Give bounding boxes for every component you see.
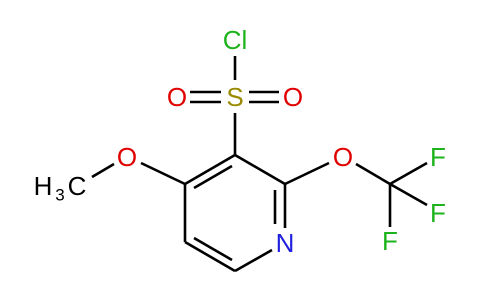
bond [140,161,186,186]
atom-subscript: 3 [55,186,64,205]
bonds [91,56,428,273]
atom-label: F [430,142,446,172]
bond [184,240,236,273]
atom-label: Cl [223,25,248,55]
atom-label: S [226,82,243,112]
atom-label: O [117,142,137,172]
bond [91,162,115,179]
atom-label: O [333,142,353,172]
bond [284,161,330,186]
bond [389,182,428,207]
atom-label: C [68,171,87,201]
atom-label: F [430,198,446,228]
atom-label: F [382,226,398,256]
bond [184,153,236,186]
bond [234,248,273,273]
atom-label: O [283,82,303,112]
bond [193,164,233,190]
bond [193,236,233,262]
atom-label: O [167,82,187,112]
methyl-label: H 3 C [34,171,87,205]
bond [389,161,428,186]
atom-label: N [276,228,295,258]
bond [355,162,391,186]
bond [234,153,286,186]
atom-label: H [34,171,53,201]
